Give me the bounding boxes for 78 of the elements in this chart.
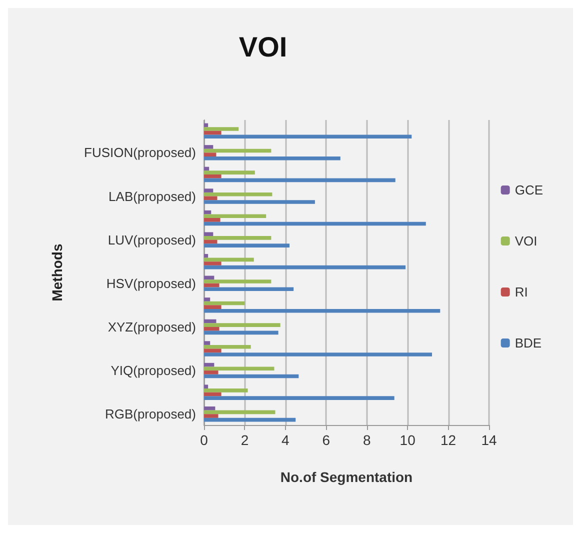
bar xyxy=(204,414,218,418)
bar xyxy=(204,374,299,378)
bar xyxy=(204,287,294,292)
bar xyxy=(204,218,220,222)
bar xyxy=(204,214,266,218)
bar xyxy=(204,258,254,262)
x-tick-label: 0 xyxy=(200,432,208,448)
bar xyxy=(204,123,208,128)
bar xyxy=(204,276,214,280)
bar xyxy=(204,280,272,284)
bar xyxy=(204,341,210,345)
bar xyxy=(204,236,272,240)
bar xyxy=(204,348,222,353)
legend-label: GCE xyxy=(514,182,544,198)
bar xyxy=(204,392,222,396)
bar xyxy=(204,418,296,422)
bar xyxy=(204,366,274,371)
bar xyxy=(204,192,272,196)
y-tick-label: HSV(proposed) xyxy=(106,276,196,291)
bar xyxy=(204,384,208,389)
y-tick-label: LUV(proposed) xyxy=(108,232,196,248)
y-tick-label: YIQ(proposed) xyxy=(110,363,196,378)
bar xyxy=(204,222,426,226)
bar xyxy=(204,262,222,266)
bar xyxy=(204,244,290,248)
bar xyxy=(204,283,220,288)
x-tick-label: 4 xyxy=(282,432,290,448)
bar xyxy=(204,156,340,160)
x-tick-label: 14 xyxy=(481,432,497,448)
legend-label: VOI xyxy=(514,234,538,248)
bar xyxy=(204,145,214,149)
x-tick-label: 8 xyxy=(362,432,371,448)
bar xyxy=(204,127,239,131)
bar xyxy=(204,326,220,331)
bar xyxy=(204,323,280,327)
bar xyxy=(204,200,315,204)
bar xyxy=(204,352,432,356)
bar xyxy=(204,319,216,324)
bar xyxy=(204,308,440,313)
bar xyxy=(204,210,212,214)
bar xyxy=(204,396,394,400)
y-axis-title: Methods xyxy=(49,244,65,302)
bar xyxy=(204,170,255,174)
bar xyxy=(204,388,248,392)
x-tick-label: 6 xyxy=(322,432,330,448)
bar xyxy=(204,330,278,335)
y-tick-label: RGB(proposed) xyxy=(104,406,196,422)
y-tick-label: LAB(proposed) xyxy=(108,188,196,204)
bar xyxy=(204,174,222,178)
bar xyxy=(204,301,245,306)
x-tick-label: 12 xyxy=(440,432,456,448)
bar xyxy=(204,298,210,302)
bar xyxy=(204,178,396,182)
bar xyxy=(204,305,222,309)
bar xyxy=(204,134,412,139)
bar xyxy=(204,406,216,410)
x-tick-label: 2 xyxy=(240,432,249,448)
bar xyxy=(204,188,214,192)
bar xyxy=(204,362,214,367)
bar xyxy=(204,148,272,153)
y-tick-label: XYZ(proposed) xyxy=(108,319,196,334)
legend-label: BDE xyxy=(514,336,542,350)
x-tick-label: 10 xyxy=(400,432,416,448)
bar xyxy=(204,130,222,135)
bar xyxy=(204,344,251,349)
bar xyxy=(204,196,218,200)
bar xyxy=(204,240,218,244)
bar xyxy=(204,265,406,270)
legend-label: RI xyxy=(514,284,528,300)
bar xyxy=(204,232,214,236)
bar xyxy=(204,254,208,258)
bar xyxy=(204,370,218,374)
bar xyxy=(204,166,210,171)
bar xyxy=(204,410,276,414)
chart-title: VOI xyxy=(238,32,288,62)
x-axis-title: No.of Segmentation xyxy=(280,469,413,485)
y-tick-label: FUSION(proposed) xyxy=(84,145,196,160)
bar xyxy=(204,152,216,156)
